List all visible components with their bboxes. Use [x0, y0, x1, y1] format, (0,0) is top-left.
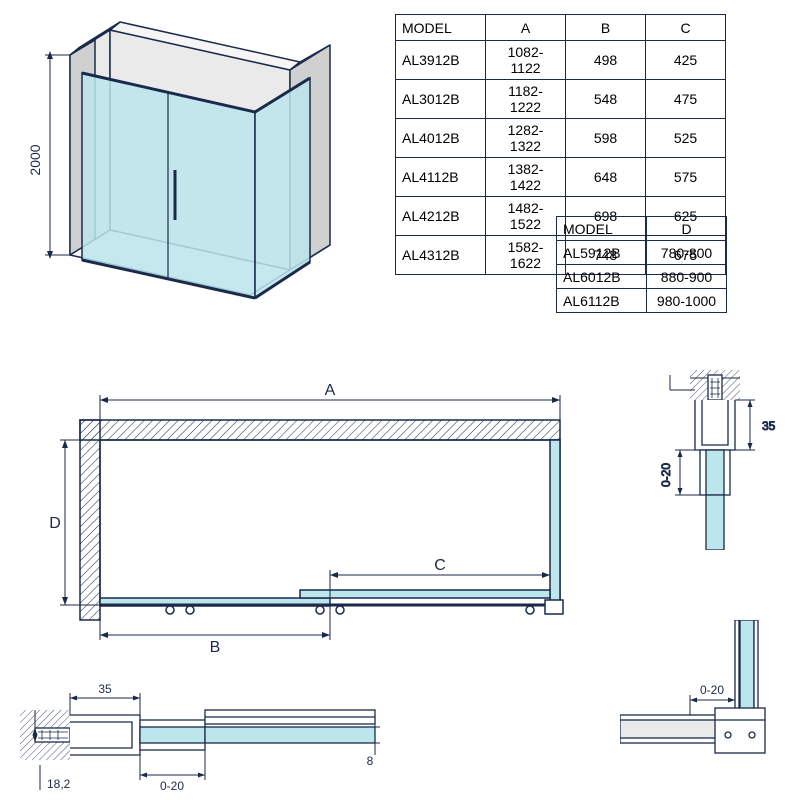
table-row: AL5912B780-800	[557, 241, 727, 265]
detail-wall-profile-bottom: 35 0-20 18,2 8	[20, 680, 380, 800]
dim-b: B	[210, 639, 221, 656]
table-cell: 598	[566, 119, 646, 158]
th-a: A	[486, 15, 566, 41]
table-row: AL6012B880-900	[557, 265, 727, 289]
table-row: AL4112B1382-1422648575	[396, 158, 726, 197]
table-cell: 498	[566, 41, 646, 80]
th-b: B	[566, 15, 646, 41]
detail3-w: 35	[98, 682, 112, 696]
table-cell: 880-900	[647, 265, 727, 289]
table-cell: 575	[646, 158, 726, 197]
table-cell: AL3912B	[396, 41, 486, 80]
dim-c: C	[434, 557, 446, 574]
table-cell: 1582-1622	[486, 236, 566, 275]
table-row: AL4012B1282-1322598525	[396, 119, 726, 158]
iso-3d-view: 2000	[0, 0, 380, 340]
table-cell: 548	[566, 80, 646, 119]
detail3-gap: 8	[367, 754, 374, 768]
iso-height-label: 2000	[27, 144, 43, 175]
detail1-adj: 0-20	[659, 463, 673, 487]
detail1-h: 35	[762, 419, 776, 433]
table-cell: AL4312B	[396, 236, 486, 275]
detail2-adj: 0-20	[700, 683, 724, 697]
spec-table-side: MODEL D AL5912B780-800AL6012B880-900AL61…	[556, 216, 727, 313]
table-cell: 1082-1122	[486, 41, 566, 80]
detail1-w: 18,2	[703, 370, 727, 371]
table-cell: 648	[566, 158, 646, 197]
dim-d: D	[49, 515, 61, 532]
detail3-adj: 0-20	[160, 779, 184, 793]
th-model: MODEL	[396, 15, 486, 41]
th2-model: MODEL	[557, 217, 647, 241]
plan-view: A D C B	[40, 380, 600, 660]
table-cell: 1482-1522	[486, 197, 566, 236]
detail-wall-profile-top: 18,2 0-20 35	[640, 370, 780, 550]
table-cell: 980-1000	[647, 289, 727, 313]
table-cell: 1182-1222	[486, 80, 566, 119]
th2-d: D	[647, 217, 727, 241]
th-c: C	[646, 15, 726, 41]
table-cell: 780-800	[647, 241, 727, 265]
table-cell: AL6112B	[557, 289, 647, 313]
table-row: AL3912B1082-1122498425	[396, 41, 726, 80]
table-cell: AL6012B	[557, 265, 647, 289]
detail3-h: 18,2	[47, 777, 71, 791]
table-cell: AL4012B	[396, 119, 486, 158]
table-cell: AL3012B	[396, 80, 486, 119]
table-row: AL3012B1182-1222548475	[396, 80, 726, 119]
table-cell: 525	[646, 119, 726, 158]
table-cell: AL5912B	[557, 241, 647, 265]
table-cell: 425	[646, 41, 726, 80]
table-cell: 475	[646, 80, 726, 119]
dim-a: A	[325, 382, 336, 399]
table-cell: 1282-1322	[486, 119, 566, 158]
table-cell: AL4112B	[396, 158, 486, 197]
detail-corner-bracket: 0-20	[620, 620, 790, 790]
table-cell: AL4212B	[396, 197, 486, 236]
table-row: AL6112B980-1000	[557, 289, 727, 313]
table-cell: 1382-1422	[486, 158, 566, 197]
